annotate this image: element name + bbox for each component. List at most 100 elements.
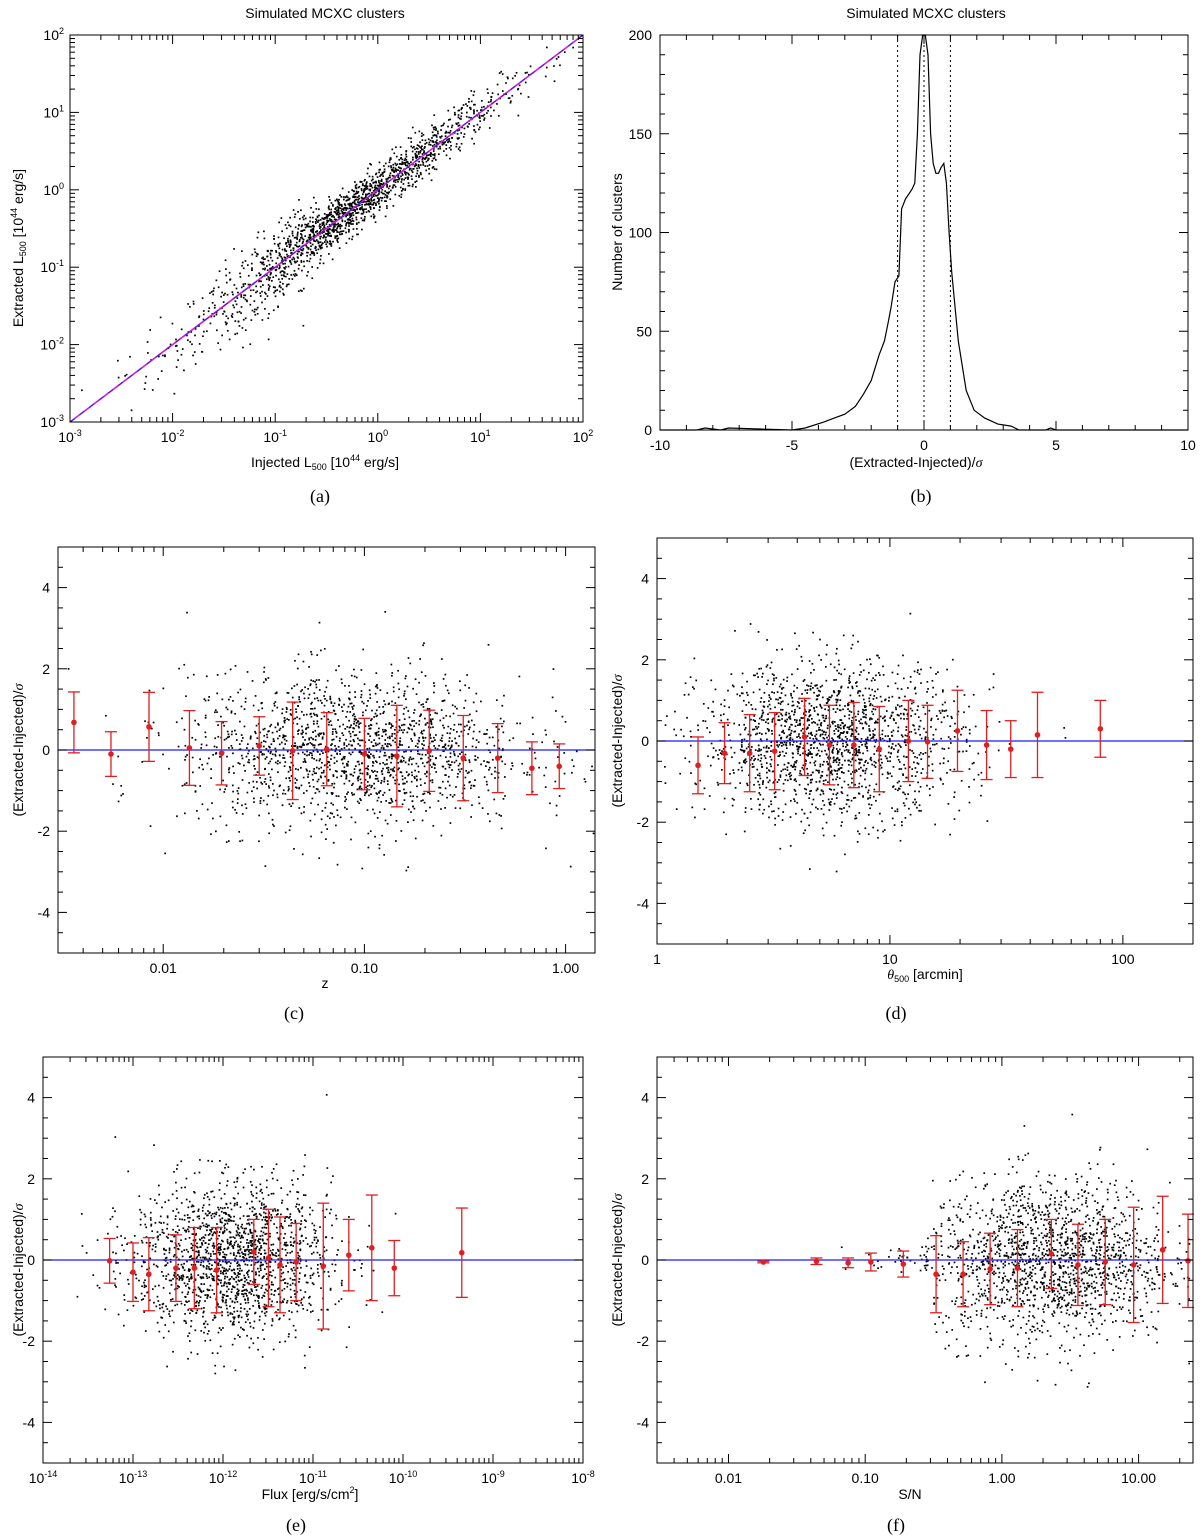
scatter-point <box>353 193 356 196</box>
scatter-point <box>331 812 334 815</box>
scatter-point <box>366 785 369 787</box>
scatter-point <box>801 767 804 769</box>
scatter-point <box>431 131 434 134</box>
scatter-point <box>262 799 265 802</box>
scatter-point <box>397 696 400 699</box>
scatter-point <box>222 779 224 782</box>
scatter-point <box>838 735 841 737</box>
scatter-point <box>283 272 286 274</box>
scatter-point <box>438 786 440 789</box>
panel-c: z (Extracted-Injected)/σ (c) <box>10 682 329 1024</box>
scatter-point <box>356 192 359 194</box>
scatter-point <box>234 320 237 322</box>
scatter-point <box>225 315 228 318</box>
scatter-point <box>397 746 400 749</box>
scatter-point <box>331 730 334 733</box>
scatter-point <box>394 728 396 731</box>
scatter-point <box>360 180 363 183</box>
scatter-point <box>376 761 378 764</box>
scatter-point <box>442 724 444 727</box>
scatter-point <box>796 701 799 703</box>
scatter-point <box>827 781 829 784</box>
scatter-point <box>806 718 809 720</box>
scatter-point <box>816 695 819 697</box>
panel-b-ytick-label: 150 <box>629 126 653 142</box>
scatter-point <box>367 754 369 757</box>
scatter-point <box>415 762 418 765</box>
scatter-point <box>224 788 227 791</box>
scatter-point <box>779 703 782 705</box>
scatter-point <box>307 726 310 729</box>
scatter-point <box>789 743 792 746</box>
scatter-point <box>381 728 384 731</box>
scatter-point <box>284 761 287 763</box>
scatter-point <box>280 274 283 277</box>
scatter-point <box>958 809 961 812</box>
scatter-point <box>349 222 352 225</box>
scatter-point <box>246 300 248 303</box>
scatter-point <box>350 724 352 727</box>
scatter-point <box>500 827 503 830</box>
scatter-point <box>843 668 846 671</box>
scatter-point <box>311 701 313 704</box>
scatter-point <box>335 669 337 672</box>
scatter-point <box>415 164 418 167</box>
scatter-point <box>848 714 851 716</box>
scatter-point <box>263 268 266 271</box>
bin-mean-point <box>108 751 114 757</box>
scatter-point <box>441 740 443 742</box>
scatter-point <box>789 718 792 720</box>
scatter-point <box>819 733 822 736</box>
scatter-point <box>423 150 425 153</box>
scatter-point <box>240 295 243 298</box>
scatter-point <box>351 219 354 222</box>
scatter-point <box>399 740 401 743</box>
scatter-point <box>247 761 249 764</box>
scatter-point <box>869 794 872 797</box>
scatter-point <box>827 768 830 771</box>
scatter-point <box>841 721 843 724</box>
scatter-point <box>215 830 217 833</box>
scatter-point <box>878 656 881 659</box>
scatter-point <box>410 771 413 774</box>
panel-c-ytick-label: -2 <box>38 823 51 839</box>
scatter-point <box>563 772 566 775</box>
scatter-point <box>326 217 329 219</box>
scatter-point <box>359 797 361 800</box>
scatter-point <box>379 689 382 692</box>
scatter-point <box>751 708 754 710</box>
scatter-point <box>486 761 489 763</box>
panel-c-scatter <box>67 610 595 872</box>
scatter-point <box>408 728 411 730</box>
scatter-point <box>842 708 844 711</box>
scatter-point <box>501 760 504 763</box>
scatter-point <box>458 124 461 127</box>
scatter-point <box>876 718 879 721</box>
scatter-point <box>290 263 293 265</box>
scatter-point <box>215 329 218 332</box>
scatter-point <box>856 738 859 741</box>
scatter-point <box>842 772 845 774</box>
scatter-point <box>315 713 318 716</box>
scatter-point <box>813 668 815 671</box>
scatter-point <box>348 780 351 782</box>
scatter-point <box>532 733 534 736</box>
scatter-point <box>383 754 386 757</box>
scatter-point <box>584 780 587 783</box>
scatter-point <box>249 736 252 739</box>
scatter-point <box>427 756 430 759</box>
scatter-point <box>350 203 353 206</box>
scatter-point <box>305 713 308 716</box>
scatter-point <box>393 714 396 717</box>
scatter-point <box>757 631 760 633</box>
scatter-point <box>347 221 349 224</box>
scatter-point <box>833 721 836 723</box>
scatter-point <box>791 673 793 676</box>
scatter-point <box>374 835 376 838</box>
scatter-point <box>323 764 326 767</box>
scatter-point <box>407 746 410 749</box>
scatter-point <box>317 219 320 222</box>
scatter-point <box>401 775 404 777</box>
panel-a-xtick-label: 100 <box>368 428 389 445</box>
scatter-point <box>927 688 929 690</box>
